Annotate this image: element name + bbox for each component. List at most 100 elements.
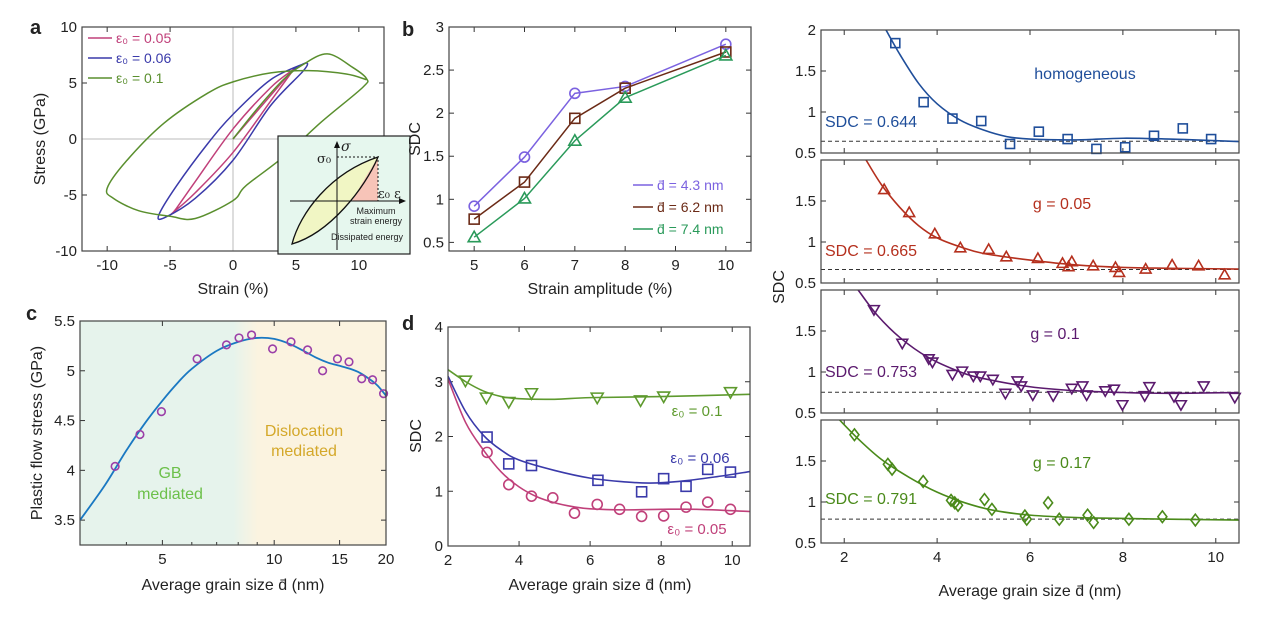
- data-point: [1191, 258, 1206, 271]
- data-point: [1228, 392, 1242, 405]
- data-point: [591, 498, 604, 511]
- x-tick-label: 10: [717, 257, 734, 274]
- data-point: [635, 510, 648, 523]
- sdc-subpanel: 0.5 1 1.5 g = 0.05 SDC = 0.665: [795, 159, 1240, 292]
- series-line: [473, 54, 727, 238]
- data-point: [720, 46, 732, 58]
- x-tick-label: 6: [520, 257, 528, 274]
- data-point: [481, 446, 493, 459]
- hysteresis-loop: [170, 68, 295, 215]
- epsilon-labels: ε₀ ε: [378, 187, 401, 202]
- y-tick-label: -10: [55, 243, 77, 260]
- legend-label: ε₀ = 0.06: [116, 50, 171, 66]
- data-point: [723, 386, 738, 400]
- y-tick-label: 4: [67, 462, 75, 479]
- sigma-label: σ: [341, 139, 351, 155]
- data-point: [999, 249, 1014, 262]
- data-point: [724, 466, 737, 478]
- data-point: [633, 395, 648, 408]
- x-axis-label: Average grain size d̄ (nm): [142, 577, 325, 594]
- data-point: [890, 37, 901, 49]
- y-tick-label: 5: [67, 363, 75, 380]
- x-tick-label: 2: [444, 552, 452, 569]
- x-tick-label: 10: [266, 551, 283, 568]
- fit-curve: [80, 336, 386, 521]
- subpanel-title: g = 0.05: [1033, 196, 1091, 213]
- data-point: [1108, 260, 1123, 273]
- hysteresis-loop: [105, 53, 369, 221]
- series-label: ε₀ = 0.1: [672, 403, 723, 420]
- data-point: [110, 461, 120, 471]
- data-point: [267, 344, 278, 354]
- y-tick-label: 4.5: [54, 413, 75, 430]
- data-point: [468, 200, 480, 212]
- x-tick-label: 9: [671, 257, 679, 274]
- sdc-value-label: SDC = 0.644: [825, 114, 917, 131]
- sdc-value-label: SDC = 0.753: [825, 364, 917, 381]
- data-point: [918, 96, 929, 108]
- axes-frame: [447, 326, 751, 547]
- y-tick-label: 1.5: [795, 453, 816, 470]
- data-point: [518, 151, 531, 163]
- data-point: [192, 354, 202, 364]
- data-point: [986, 502, 998, 517]
- data-point: [1079, 390, 1094, 402]
- axes-frame: [820, 289, 1240, 414]
- legend-label: d̄ = 7.4 nm: [657, 221, 724, 237]
- y-tick-label: 5: [69, 75, 77, 92]
- data-point: [1046, 390, 1061, 403]
- x-tick-label: 0: [229, 257, 237, 274]
- x-tick-label: 20: [378, 551, 395, 568]
- data-point: [1026, 390, 1040, 402]
- x-axis-label: Average grain size d̄ (nm): [509, 577, 692, 594]
- data-point: [1014, 381, 1028, 393]
- data-point: [1167, 391, 1181, 404]
- data-point: [656, 391, 672, 405]
- data-point: [221, 340, 232, 350]
- y-tick-label: 1.5: [795, 193, 816, 210]
- data-point: [592, 474, 604, 487]
- data-point: [718, 47, 734, 61]
- y-tick-label: 0: [435, 538, 443, 555]
- sdc-subpanel: 0.5 1 1.5 2 homogeneous SDC = 0.644: [795, 22, 1240, 162]
- data-point: [246, 330, 257, 340]
- data-point: [344, 357, 354, 367]
- panel-d: 2 4 6 8 10 0 1 2 3 4 ε₀ = 0.1 ε₀ = 0.06 ε₀ = 0.05 d Av…: [402, 313, 751, 594]
- data-point: [547, 492, 559, 504]
- data-point: [986, 374, 1000, 387]
- data-point: [1065, 383, 1079, 396]
- data-point: [1165, 257, 1179, 270]
- x-tick-label: -10: [96, 257, 118, 274]
- x-tick-label: 4: [515, 552, 523, 569]
- mechanism-regions: [80, 321, 386, 545]
- x-tick-label: 10: [724, 552, 741, 569]
- data-point: [525, 459, 538, 472]
- x-tick-label: 5: [158, 551, 166, 568]
- data-point: [1098, 386, 1113, 398]
- data-point: [1062, 133, 1073, 145]
- sdc-subpanel: 2 4 6 8 10 0.5 1 1.5 g = 0.17 SDC = 0.791: [795, 419, 1240, 566]
- data-point: [928, 226, 942, 239]
- y-tick-label: 1.5: [795, 63, 816, 80]
- data-point: [657, 472, 670, 485]
- data-point: [998, 388, 1013, 401]
- subpanel-title: homogeneous: [1034, 66, 1135, 83]
- data-point: [1031, 251, 1045, 264]
- data-point: [1119, 141, 1131, 153]
- region-label-dislocation: Dislocation: [265, 423, 343, 440]
- series-line: [473, 43, 727, 207]
- data-point: [1217, 267, 1232, 280]
- data-point: [1115, 399, 1130, 412]
- panel-label: b: [402, 19, 414, 41]
- data-point: [848, 427, 860, 442]
- series-label: ε₀ = 0.06: [670, 450, 729, 467]
- data-point: [1065, 254, 1079, 267]
- x-axis-label: Strain amplitude (%): [528, 281, 673, 298]
- x-tick-label: 2: [840, 549, 848, 566]
- x-tick-label: 4: [933, 549, 941, 566]
- data-point: [466, 229, 482, 243]
- data-point: [877, 182, 891, 195]
- data-point: [501, 396, 517, 410]
- y-tick-label: 2: [435, 429, 443, 446]
- data-point: [680, 480, 692, 493]
